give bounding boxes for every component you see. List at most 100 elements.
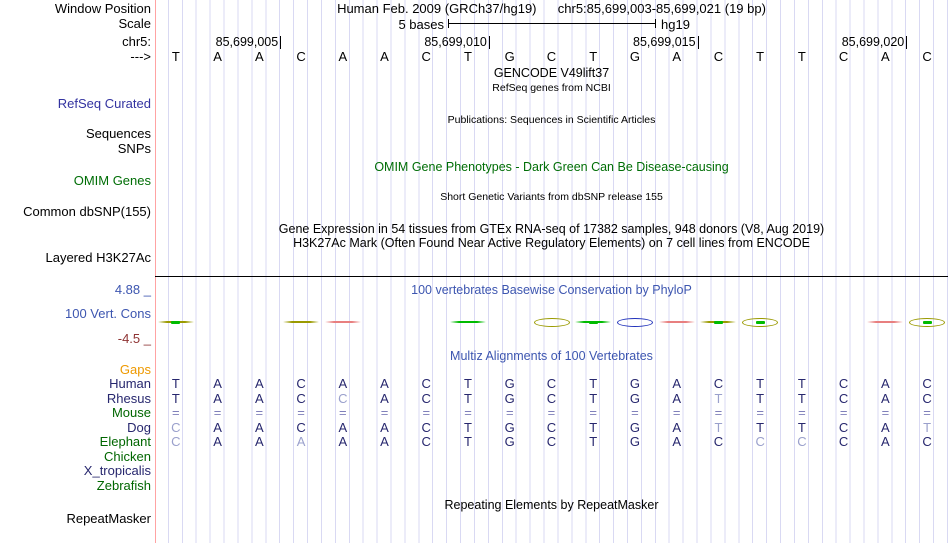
alignment-base-letter: C — [421, 390, 431, 406]
sidebar-label-refseq-curated[interactable]: RefSeq Curated — [57, 96, 151, 111]
track-title-refseq-ncbi[interactable]: RefSeq genes from NCBI — [492, 82, 611, 94]
track-title-h3k27ac[interactable]: H3K27Ac Mark (Often Found Near Active Re… — [293, 236, 810, 250]
track-title-phylop[interactable]: 100 vertebrates Basewise Conservation by… — [411, 283, 692, 297]
species-label-rhesus[interactable]: Rhesus — [106, 390, 151, 406]
alignment-base-letter: = — [338, 405, 347, 421]
sidebar-label-100-vert-cons[interactable]: 100 Vert. Cons — [65, 306, 151, 321]
alignment-base-letter: = — [422, 405, 431, 421]
scale-genome: hg19 — [661, 17, 690, 32]
alignment-base-letter: A — [380, 390, 389, 406]
scale-value: 5 bases — [398, 17, 444, 32]
alignment-base-letter: C — [338, 390, 348, 406]
alignment-base-letter: = — [714, 405, 723, 421]
alignment-base-letter: = — [547, 405, 556, 421]
alignment-base-letter: = — [255, 405, 264, 421]
reference-base-letter: T — [464, 49, 472, 64]
reference-base-letter: T — [756, 49, 765, 64]
scale-label: Scale — [118, 16, 151, 31]
sidebar-label-omim-genes[interactable]: OMIM Genes — [73, 173, 151, 188]
alignment-base-letter: A — [881, 419, 890, 435]
species-label-elephant[interactable]: Elephant — [99, 434, 151, 450]
conservation-max-value: 4.88 _ — [114, 282, 151, 297]
track-title-multiz[interactable]: Multiz Alignments of 100 Vertebrates — [450, 349, 653, 363]
reference-base-letter: G — [504, 49, 515, 64]
alignment-base-letter: C — [421, 419, 431, 435]
range-title: chr5:85,699,003-85,699,021 (19 bp) — [557, 1, 766, 16]
alignment-base-letter: G — [504, 376, 515, 392]
conservation-red-dash-mark — [324, 321, 361, 323]
alignment-base-letter: C — [171, 419, 181, 435]
track-title-repeatmasker[interactable]: Repeating Elements by RepeatMasker — [444, 498, 659, 512]
reference-base-letter: T — [589, 49, 598, 64]
position-tick-label: 85,699,020 — [841, 35, 905, 49]
alignment-base-letter: = — [631, 405, 639, 421]
alignment-base-letter: C — [797, 434, 807, 450]
window-position-title: Human Feb. 2009 (GRCh37/hg19) chr5:85,69… — [155, 2, 948, 16]
conservation-green-dot — [755, 320, 765, 324]
alignment-base-letter: T — [923, 419, 932, 435]
species-label-gaps[interactable]: Gaps — [119, 362, 151, 377]
sidebar-label-repeatmasker[interactable]: RepeatMasker — [66, 511, 151, 526]
conservation-olive-dash-mark — [283, 321, 320, 323]
alignment-base-letter: T — [464, 376, 472, 392]
window-position-label: Window Position — [54, 1, 151, 16]
alignment-base-letter: T — [464, 419, 472, 435]
alignment-base-letter: A — [338, 434, 348, 450]
conservation-min-value: -4.5 _ — [117, 331, 151, 346]
alignment-base-letter: C — [421, 434, 431, 450]
alignment-base-letter: T — [464, 434, 472, 450]
reference-base-letter: C — [546, 49, 557, 64]
track-title-dbsnp[interactable]: Short Genetic Variants from dbSNP releas… — [440, 191, 663, 203]
alignment-base-letter: T — [714, 419, 723, 435]
species-label-mouse[interactable]: Mouse — [111, 405, 151, 421]
species-label-x_tropicalis[interactable]: X_tropicalis — [83, 463, 151, 479]
alignment-base-letter: A — [881, 376, 890, 392]
track-title-gencode[interactable]: GENCODE V49lift37 — [493, 66, 610, 80]
sidebar-label-common-dbsnp[interactable]: Common dbSNP(155) — [23, 204, 151, 219]
alignment-base-letter: = — [172, 405, 180, 421]
species-label-chicken[interactable]: Chicken — [104, 448, 151, 464]
alignment-base-letter: T — [464, 390, 472, 406]
track-title-omim[interactable]: OMIM Gene Phenotypes - Dark Green Can Be… — [374, 160, 729, 174]
sidebar-label-sequences[interactable]: Sequences — [85, 126, 151, 141]
alignment-base-letter: C — [546, 419, 557, 435]
alignment-base-letter: = — [672, 405, 681, 421]
conservation-green-dot — [713, 320, 723, 324]
assembly-title: Human Feb. 2009 (GRCh37/hg19) — [337, 1, 537, 16]
alignment-base-letter: C — [838, 390, 849, 406]
alignment-base-letter: = — [839, 405, 848, 421]
alignment-base-letter: A — [338, 376, 348, 392]
alignment-base-letter: C — [922, 376, 932, 392]
reference-base-letter: C — [296, 49, 306, 64]
position-tick-mark — [697, 36, 699, 49]
alignment-base-letter: T — [171, 390, 180, 406]
alignment-base-letter: T — [589, 419, 598, 435]
alignment-base-letter: = — [881, 405, 890, 421]
alignment-base-letter: C — [838, 434, 849, 450]
species-label-human[interactable]: Human — [109, 376, 151, 392]
species-label-dog[interactable]: Dog — [127, 419, 151, 435]
alignment-base-letter: A — [380, 419, 389, 435]
label-track-divider — [155, 0, 156, 543]
alignment-base-letter: A — [213, 434, 222, 450]
conservation-green-dot — [588, 320, 598, 324]
alignment-base-letter: A — [254, 390, 264, 406]
reference-base-letter: C — [421, 49, 431, 64]
track-title-publications[interactable]: Publications: Sequences in Scientific Ar… — [447, 114, 656, 126]
alignment-base-letter: G — [504, 419, 515, 435]
reference-base-letter: A — [254, 49, 264, 64]
sidebar-label-snps[interactable]: SNPs — [117, 141, 151, 156]
base-position-gridlines — [155, 0, 949, 543]
alignment-base-letter: G — [629, 376, 640, 392]
sidebar-label-layered-h3k27ac[interactable]: Layered H3K27Ac — [45, 250, 151, 265]
position-tick-mark — [488, 36, 490, 49]
species-label-zebrafish[interactable]: Zebrafish — [96, 477, 151, 493]
alignment-base-letter: T — [171, 376, 180, 392]
strand-arrow: ---> — [130, 49, 151, 64]
conservation-red-dash-mark — [867, 321, 904, 323]
track-title-gtex[interactable]: Gene Expression in 54 tissues from GTEx … — [278, 222, 825, 236]
alignment-base-letter: C — [296, 419, 306, 435]
alignment-base-letter: T — [714, 390, 723, 406]
alignment-base-letter: = — [923, 405, 931, 421]
alignment-base-letter: G — [629, 390, 640, 406]
